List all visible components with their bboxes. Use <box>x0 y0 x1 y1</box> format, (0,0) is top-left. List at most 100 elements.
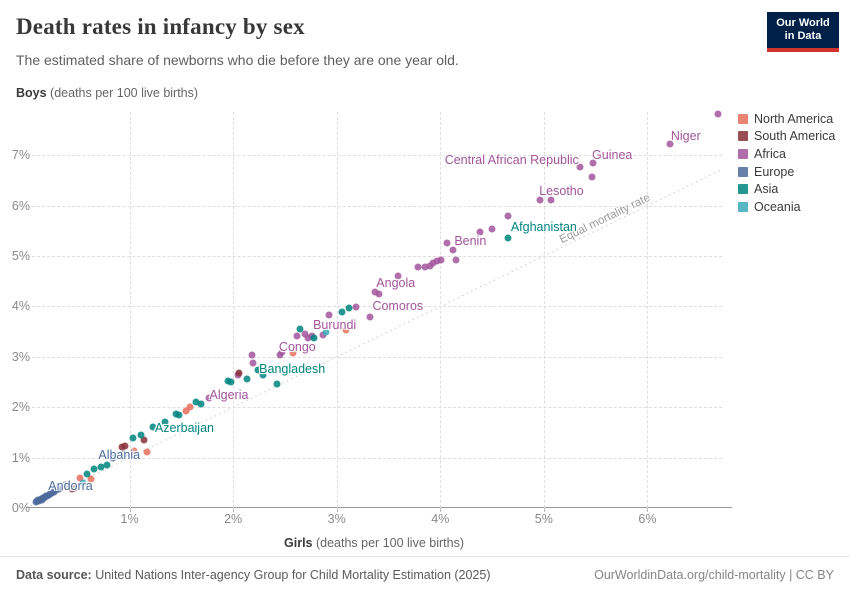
x-axis-title-rest: (deaths per 100 live births) <box>312 536 464 550</box>
data-point[interactable] <box>79 479 87 487</box>
data-point[interactable] <box>452 256 460 264</box>
data-point[interactable] <box>342 326 350 334</box>
data-point[interactable] <box>322 328 330 336</box>
citation-link[interactable]: OurWorldinData.org/child-mortality | CC … <box>594 568 834 582</box>
data-point[interactable] <box>137 431 145 439</box>
country-label[interactable]: Albania <box>98 448 141 463</box>
data-point[interactable] <box>143 448 151 456</box>
country-label[interactable]: Angola <box>376 275 416 290</box>
data-point[interactable] <box>443 239 450 247</box>
legend-item-northAmerica[interactable]: North America <box>738 110 835 128</box>
data-point[interactable] <box>296 325 304 333</box>
data-point[interactable] <box>588 173 595 181</box>
data-point[interactable] <box>259 371 267 379</box>
legend-item-southAmerica[interactable]: South America <box>738 128 835 146</box>
data-point[interactable] <box>421 263 429 271</box>
data-point[interactable] <box>589 159 597 167</box>
owid-logo[interactable]: Our World in Data <box>767 12 839 52</box>
data-point[interactable] <box>304 334 312 342</box>
data-point[interactable] <box>576 163 584 171</box>
y-axis-title-bold: Boys <box>16 86 47 100</box>
data-source-label: Data source: <box>16 568 92 582</box>
data-point[interactable] <box>243 375 251 383</box>
data-point[interactable] <box>130 447 138 455</box>
data-point[interactable] <box>345 304 353 312</box>
data-point[interactable] <box>536 196 544 204</box>
data-point[interactable] <box>301 330 309 338</box>
data-point[interactable] <box>129 434 137 442</box>
data-point[interactable] <box>140 436 148 444</box>
data-point[interactable] <box>273 380 281 388</box>
data-point[interactable] <box>276 351 284 359</box>
data-point[interactable] <box>666 140 674 148</box>
data-point[interactable] <box>121 442 129 450</box>
data-point[interactable] <box>71 484 79 492</box>
data-point[interactable] <box>175 411 183 419</box>
data-point[interactable] <box>109 454 117 462</box>
data-point[interactable] <box>249 359 257 367</box>
data-point[interactable] <box>97 463 105 471</box>
data-point[interactable] <box>293 332 301 340</box>
data-point[interactable] <box>476 228 484 236</box>
data-point[interactable] <box>103 461 111 469</box>
data-point[interactable] <box>61 481 69 489</box>
country-label[interactable]: Burundi <box>313 317 357 332</box>
data-point[interactable] <box>227 378 235 386</box>
country-label[interactable]: Lesotho <box>539 183 584 198</box>
country-label[interactable]: Azerbaijan <box>154 420 214 435</box>
country-label[interactable]: Algeria <box>209 387 249 402</box>
data-point[interactable] <box>338 308 346 315</box>
legend-item-europe[interactable]: Europe <box>738 163 835 181</box>
data-point[interactable] <box>547 196 555 204</box>
data-point[interactable] <box>488 225 496 233</box>
data-point[interactable] <box>278 348 286 356</box>
country-label[interactable]: Central African Republic <box>444 153 579 168</box>
country-label[interactable]: Benin <box>454 234 487 249</box>
data-point[interactable] <box>414 263 421 271</box>
owid-logo-line1: Our World <box>776 17 830 29</box>
data-point[interactable] <box>186 403 194 411</box>
data-point[interactable] <box>289 349 297 357</box>
data-point[interactable] <box>437 256 445 264</box>
country-label[interactable]: Bangladesh <box>259 361 326 376</box>
country-label[interactable]: Andorra <box>48 478 93 493</box>
legend-item-oceania[interactable]: Oceania <box>738 198 835 216</box>
vertical-gridline <box>440 112 442 508</box>
data-point[interactable] <box>205 394 213 402</box>
data-point[interactable] <box>366 313 374 321</box>
data-point[interactable] <box>149 423 157 431</box>
data-point[interactable] <box>504 234 512 242</box>
country-label[interactable]: Guinea <box>592 148 633 163</box>
legend-item-asia[interactable]: Asia <box>738 180 835 198</box>
data-point[interactable] <box>714 110 722 118</box>
data-point[interactable] <box>197 400 205 408</box>
horizontal-gridline <box>32 155 722 157</box>
country-label[interactable]: Congo <box>278 339 316 354</box>
legend-item-africa[interactable]: Africa <box>738 145 835 163</box>
country-label[interactable]: Niger <box>670 129 701 144</box>
data-point[interactable] <box>254 366 262 374</box>
data-point[interactable] <box>182 407 189 415</box>
data-point[interactable] <box>429 259 437 267</box>
data-point[interactable] <box>371 288 379 296</box>
data-point[interactable] <box>310 334 318 342</box>
country-label[interactable]: Comoros <box>372 299 424 314</box>
data-point[interactable] <box>83 470 91 478</box>
data-point[interactable] <box>375 290 383 298</box>
data-point[interactable] <box>319 331 327 339</box>
data-point[interactable] <box>235 369 243 377</box>
data-point[interactable] <box>76 474 84 482</box>
data-point[interactable] <box>449 246 457 254</box>
data-point[interactable] <box>90 465 98 473</box>
data-point[interactable] <box>325 311 333 319</box>
data-point[interactable] <box>120 450 128 458</box>
data-point[interactable] <box>192 398 200 406</box>
country-label[interactable]: Afghanistan <box>510 220 577 235</box>
data-point[interactable] <box>248 351 256 359</box>
data-point[interactable] <box>394 272 402 280</box>
data-point[interactable] <box>87 475 95 483</box>
data-point[interactable] <box>161 418 169 426</box>
data-point[interactable] <box>504 212 512 220</box>
data-point[interactable] <box>433 257 441 265</box>
data-point[interactable] <box>352 303 360 311</box>
